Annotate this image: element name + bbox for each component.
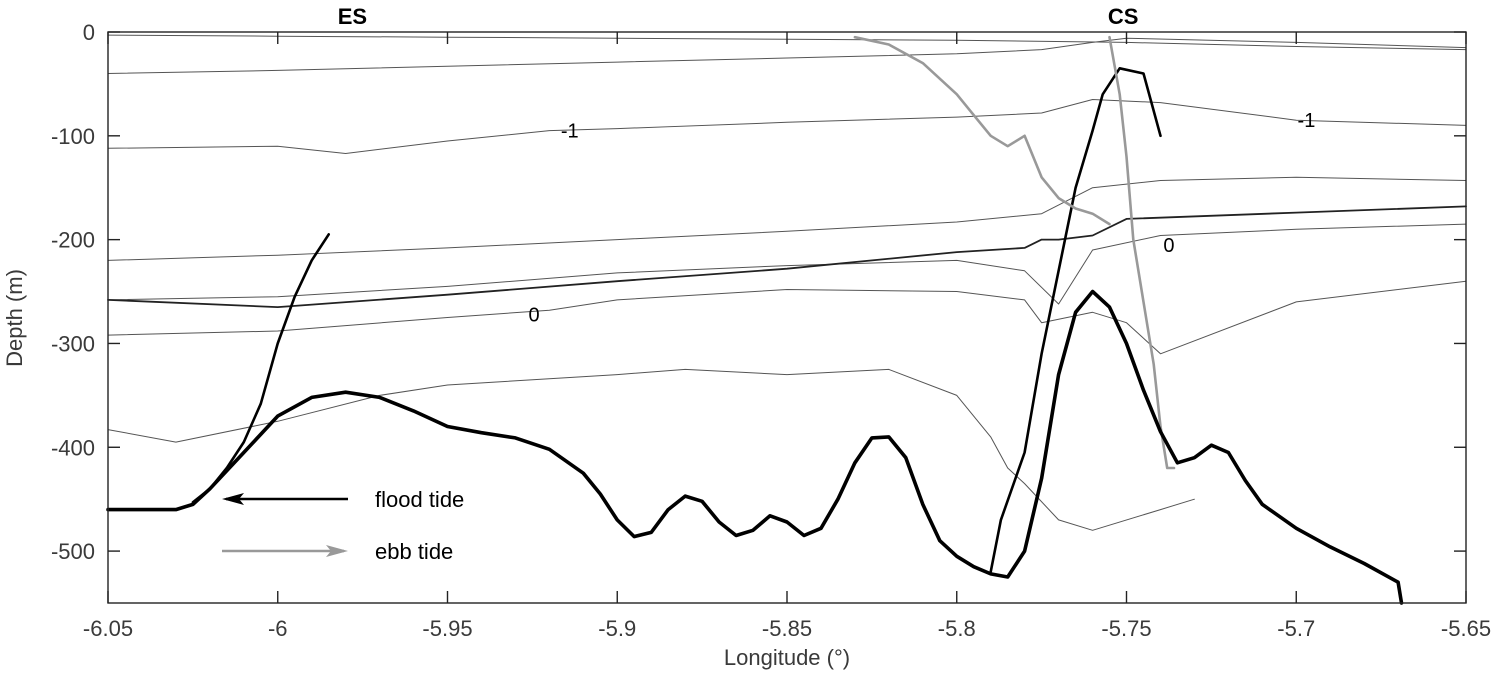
x-axis-title: Longitude (°) <box>724 645 850 670</box>
x-tick-label: -5.7 <box>1277 616 1315 641</box>
bathymetry-series-0 <box>106 289 1404 605</box>
contour-label-neg1: -1 <box>561 121 579 143</box>
y-tick-label: -500 <box>51 539 95 564</box>
axis-ticks <box>107 31 1467 603</box>
legend-arrow-head <box>326 545 348 557</box>
isopycnal-series-2 <box>107 37 1467 74</box>
tidal-front-contours <box>191 35 1176 574</box>
x-tick-label: -6.05 <box>83 616 133 641</box>
x-tick-label: -5.65 <box>1441 616 1491 641</box>
isopycnal-series-6 <box>107 280 1467 355</box>
legend-label: ebb tide <box>375 539 453 564</box>
isopycnal-series-3 <box>107 99 1467 154</box>
y-tick-label: -200 <box>51 228 95 253</box>
isopycnal-lines <box>107 34 1467 531</box>
density-zero-line-series-8 <box>107 205 1467 308</box>
flood-front-series-10 <box>989 67 1162 574</box>
site-label-ES: ES <box>338 4 367 29</box>
x-tick-label: -5.8 <box>938 616 976 641</box>
ebb-front-series-12 <box>1108 35 1176 470</box>
legend-arrow-head <box>222 493 244 505</box>
contour-label-0: 0 <box>529 304 540 326</box>
y-tick-label: 0 <box>83 20 95 45</box>
x-tick-label: -5.95 <box>422 616 472 641</box>
bathymetry-line <box>106 289 1404 605</box>
isopycnal-series-4 <box>107 176 1467 261</box>
legend-label: flood tide <box>375 487 464 512</box>
y-tick-label: -300 <box>51 331 95 356</box>
x-tick-label: -5.85 <box>762 616 812 641</box>
chart-annotations: ES CS -1 -1 0 0 <box>338 4 1316 326</box>
isopycnal-series-5 <box>107 223 1467 305</box>
legend: flood tide ebb tide <box>375 487 464 564</box>
y-tick-labels: 0 -100 -200 -300 -400 -500 <box>51 20 95 564</box>
x-tick-label: -5.75 <box>1101 616 1151 641</box>
contour-label-0: 0 <box>1163 235 1174 257</box>
x-tick-label: -6 <box>268 616 288 641</box>
y-tick-label: -100 <box>51 124 95 149</box>
y-tick-label: -400 <box>51 435 95 460</box>
contour-label-neg1: -1 <box>1298 110 1316 132</box>
legend-arrows <box>222 493 348 557</box>
plot-background <box>108 32 1466 603</box>
isopycnal-series-7 <box>107 368 1195 531</box>
x-tick-label: -5.9 <box>598 616 636 641</box>
x-tick-labels: -6.05 -6 -5.95 -5.9 -5.85 -5.8 -5.75 -5.7 -5.65 <box>83 616 1491 641</box>
y-axis-title: Depth (m) <box>2 269 27 367</box>
site-label-CS: CS <box>1108 4 1139 29</box>
ebb-front-series-11 <box>853 35 1111 226</box>
